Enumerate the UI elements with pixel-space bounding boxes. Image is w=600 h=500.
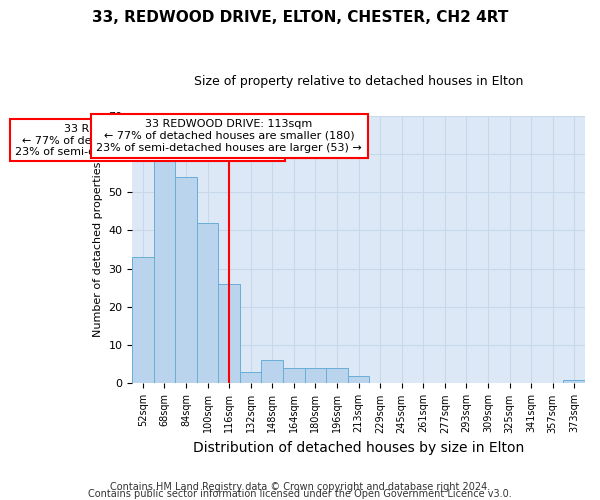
Bar bbox=[132, 257, 154, 384]
Bar bbox=[283, 368, 305, 384]
Text: 33 REDWOOD DRIVE: 113sqm
← 77% of detached houses are smaller (180)
23% of semi-: 33 REDWOOD DRIVE: 113sqm ← 77% of detach… bbox=[96, 120, 362, 152]
Text: Contains public sector information licensed under the Open Government Licence v3: Contains public sector information licen… bbox=[88, 489, 512, 499]
Bar bbox=[154, 162, 175, 384]
Bar bbox=[197, 222, 218, 384]
Text: 33, REDWOOD DRIVE, ELTON, CHESTER, CH2 4RT: 33, REDWOOD DRIVE, ELTON, CHESTER, CH2 4… bbox=[92, 10, 508, 25]
Bar bbox=[326, 368, 348, 384]
Bar bbox=[240, 372, 262, 384]
X-axis label: Distribution of detached houses by size in Elton: Distribution of detached houses by size … bbox=[193, 441, 524, 455]
Bar bbox=[175, 177, 197, 384]
Y-axis label: Number of detached properties: Number of detached properties bbox=[92, 162, 103, 337]
Text: Contains HM Land Registry data © Crown copyright and database right 2024.: Contains HM Land Registry data © Crown c… bbox=[110, 482, 490, 492]
Bar bbox=[218, 284, 240, 384]
Title: Size of property relative to detached houses in Elton: Size of property relative to detached ho… bbox=[194, 75, 523, 88]
Bar bbox=[563, 380, 585, 384]
Bar bbox=[305, 368, 326, 384]
Text: 33 REDWOOD DRIVE: 113sqm
← 77% of detached houses are smaller (180)
23% of semi-: 33 REDWOOD DRIVE: 113sqm ← 77% of detach… bbox=[14, 124, 280, 157]
Bar bbox=[348, 376, 370, 384]
Bar bbox=[262, 360, 283, 384]
